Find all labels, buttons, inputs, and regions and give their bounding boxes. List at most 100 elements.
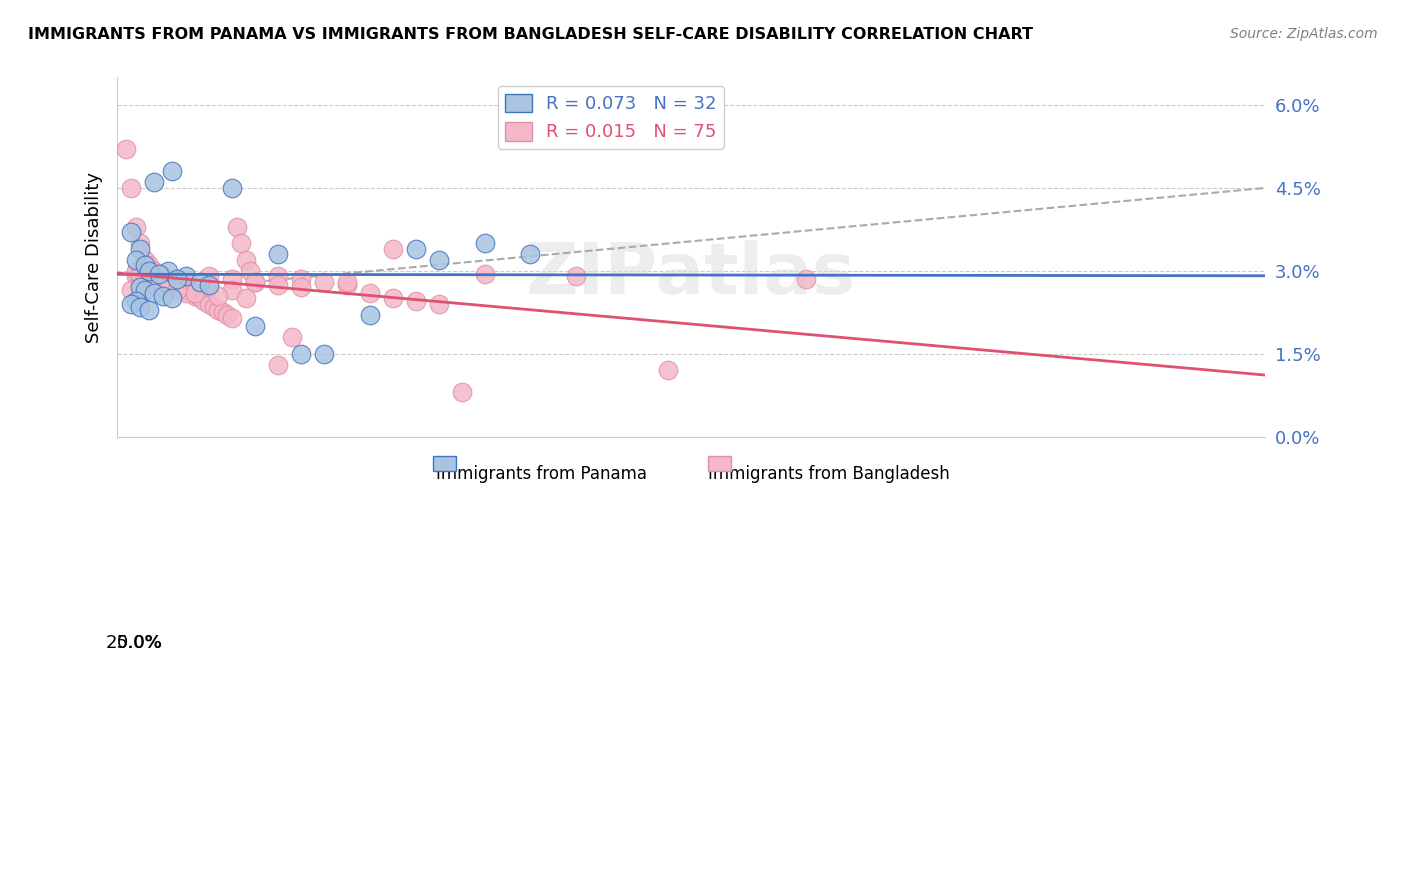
Point bbox=[239, 264, 262, 278]
Point bbox=[221, 283, 243, 297]
Text: 0.0%: 0.0% bbox=[117, 634, 163, 652]
Point bbox=[267, 358, 290, 372]
Point bbox=[336, 275, 359, 289]
Point bbox=[312, 347, 335, 361]
Point bbox=[188, 275, 211, 289]
Point bbox=[129, 272, 152, 286]
Text: Immigrants from Bangladesh: Immigrants from Bangladesh bbox=[709, 466, 950, 483]
Point bbox=[405, 294, 427, 309]
Point bbox=[124, 294, 146, 309]
Point bbox=[129, 242, 152, 256]
Point bbox=[657, 363, 679, 377]
Point bbox=[134, 252, 156, 267]
Point bbox=[174, 283, 197, 297]
Point bbox=[198, 280, 221, 294]
Point bbox=[184, 285, 207, 300]
Point bbox=[381, 292, 404, 306]
Point bbox=[381, 242, 404, 256]
Point bbox=[138, 302, 160, 317]
Point bbox=[156, 264, 179, 278]
Point bbox=[359, 285, 381, 300]
Point bbox=[280, 330, 302, 344]
Point bbox=[124, 264, 146, 278]
Point bbox=[198, 269, 221, 284]
Point bbox=[142, 264, 165, 278]
Point bbox=[152, 280, 174, 294]
Point bbox=[156, 280, 179, 294]
Point bbox=[120, 181, 142, 195]
Point bbox=[198, 297, 221, 311]
Text: Immigrants from Panama: Immigrants from Panama bbox=[436, 466, 647, 483]
Point bbox=[138, 264, 160, 278]
Point bbox=[225, 219, 247, 234]
Point bbox=[207, 289, 229, 303]
Point bbox=[134, 269, 156, 284]
Point bbox=[221, 272, 243, 286]
Point bbox=[565, 269, 588, 284]
Point bbox=[124, 269, 146, 284]
Point bbox=[184, 289, 207, 303]
Point bbox=[170, 280, 193, 294]
Point bbox=[162, 164, 184, 178]
Point bbox=[142, 285, 165, 300]
Point bbox=[162, 292, 184, 306]
Point bbox=[120, 283, 142, 297]
Point bbox=[267, 277, 290, 292]
Point bbox=[290, 272, 312, 286]
Point bbox=[207, 302, 229, 317]
Legend: R = 0.073   N = 32, R = 0.015   N = 75: R = 0.073 N = 32, R = 0.015 N = 75 bbox=[498, 87, 724, 149]
Point bbox=[221, 310, 243, 325]
Point bbox=[162, 283, 184, 297]
Point bbox=[162, 275, 184, 289]
Point bbox=[243, 275, 266, 289]
Point bbox=[142, 272, 165, 286]
Point bbox=[148, 267, 170, 281]
Point bbox=[243, 319, 266, 334]
Point bbox=[138, 275, 160, 289]
Point bbox=[152, 289, 174, 303]
Point bbox=[198, 277, 221, 292]
Point bbox=[221, 181, 243, 195]
Y-axis label: Self-Care Disability: Self-Care Disability bbox=[86, 171, 103, 343]
Point bbox=[243, 275, 266, 289]
Point bbox=[235, 252, 257, 267]
Point bbox=[267, 269, 290, 284]
Point bbox=[152, 275, 174, 289]
Point bbox=[180, 285, 202, 300]
Text: 25.0%: 25.0% bbox=[105, 634, 163, 652]
Point bbox=[474, 236, 496, 251]
Point bbox=[166, 272, 188, 286]
Point bbox=[290, 347, 312, 361]
Point bbox=[290, 280, 312, 294]
Point bbox=[235, 292, 257, 306]
Point bbox=[152, 269, 174, 284]
Point bbox=[124, 219, 146, 234]
Point bbox=[134, 275, 156, 289]
Point bbox=[231, 236, 253, 251]
Point bbox=[188, 292, 211, 306]
Point bbox=[519, 247, 541, 261]
Point bbox=[427, 297, 450, 311]
Point bbox=[129, 267, 152, 281]
Point bbox=[129, 236, 152, 251]
Point bbox=[474, 267, 496, 281]
Point bbox=[794, 272, 817, 286]
Point bbox=[138, 258, 160, 272]
Point bbox=[450, 385, 472, 400]
Point bbox=[166, 283, 188, 297]
Point bbox=[124, 252, 146, 267]
Point bbox=[202, 300, 225, 314]
Point bbox=[134, 258, 156, 272]
Point bbox=[148, 267, 170, 281]
Point bbox=[115, 142, 138, 156]
Point bbox=[427, 252, 450, 267]
Point bbox=[211, 305, 233, 319]
Point bbox=[142, 176, 165, 190]
Point bbox=[174, 277, 197, 292]
Point bbox=[129, 300, 152, 314]
FancyBboxPatch shape bbox=[433, 457, 456, 471]
Text: Source: ZipAtlas.com: Source: ZipAtlas.com bbox=[1230, 27, 1378, 41]
Point bbox=[134, 283, 156, 297]
Point bbox=[174, 269, 197, 284]
Point bbox=[336, 277, 359, 292]
